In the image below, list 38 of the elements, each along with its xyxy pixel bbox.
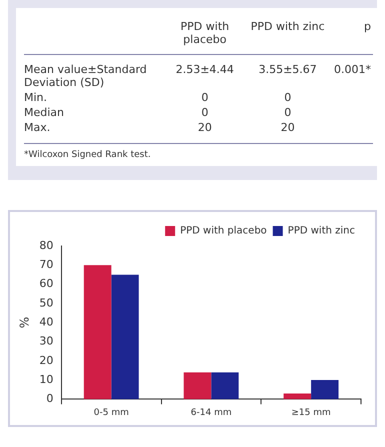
y-tick-label: 20 bbox=[39, 354, 54, 367]
category-label: Mean value±Standard Deviation (SD) bbox=[24, 63, 147, 89]
y-tick-label: 60 bbox=[39, 277, 54, 290]
legend-label: PPD with placebo bbox=[180, 226, 267, 237]
category-label: p bbox=[363, 19, 372, 35]
text: 3.55±5.67 bbox=[258, 63, 317, 76]
category-label: Median bbox=[24, 106, 64, 119]
text: 20 bbox=[280, 121, 295, 134]
y-tick-label: 30 bbox=[39, 334, 54, 348]
bar bbox=[184, 372, 212, 400]
text: *Wilcoxon Signed Rank test. bbox=[24, 150, 152, 160]
y-tick-label: 10 bbox=[39, 372, 54, 386]
text: 0.001* bbox=[334, 63, 371, 76]
y-tick-label: 40 bbox=[39, 315, 54, 328]
x-tick-label: 0-5 mm bbox=[94, 408, 129, 418]
category-label: Max. bbox=[24, 121, 50, 134]
bar bbox=[211, 372, 239, 400]
text: 0 bbox=[284, 106, 292, 119]
y-tick-label: 50 bbox=[39, 296, 54, 310]
category-label: PPD with placebo bbox=[180, 19, 230, 48]
bar bbox=[111, 274, 139, 400]
text: 0 bbox=[201, 106, 208, 119]
x-tick-label: 6-14 mm bbox=[190, 408, 232, 418]
text: 0 bbox=[201, 91, 208, 104]
text: 2.53±4.44 bbox=[176, 63, 234, 76]
bar bbox=[284, 393, 312, 400]
x-tick-label: ≥15 mm bbox=[291, 408, 331, 418]
text: 20 bbox=[198, 121, 212, 134]
bar bbox=[311, 380, 339, 400]
text: 0 bbox=[284, 91, 292, 104]
y-tick-label: 80 bbox=[39, 238, 54, 252]
y-axis-title: % bbox=[17, 316, 32, 328]
legend-label: PPD with zinc bbox=[288, 226, 356, 237]
y-tick-label: 0 bbox=[46, 392, 54, 406]
bar bbox=[84, 265, 112, 400]
category-label: Min. bbox=[24, 91, 48, 104]
y-tick-label: 70 bbox=[39, 258, 54, 272]
category-label: PPD with zinc bbox=[250, 19, 326, 35]
